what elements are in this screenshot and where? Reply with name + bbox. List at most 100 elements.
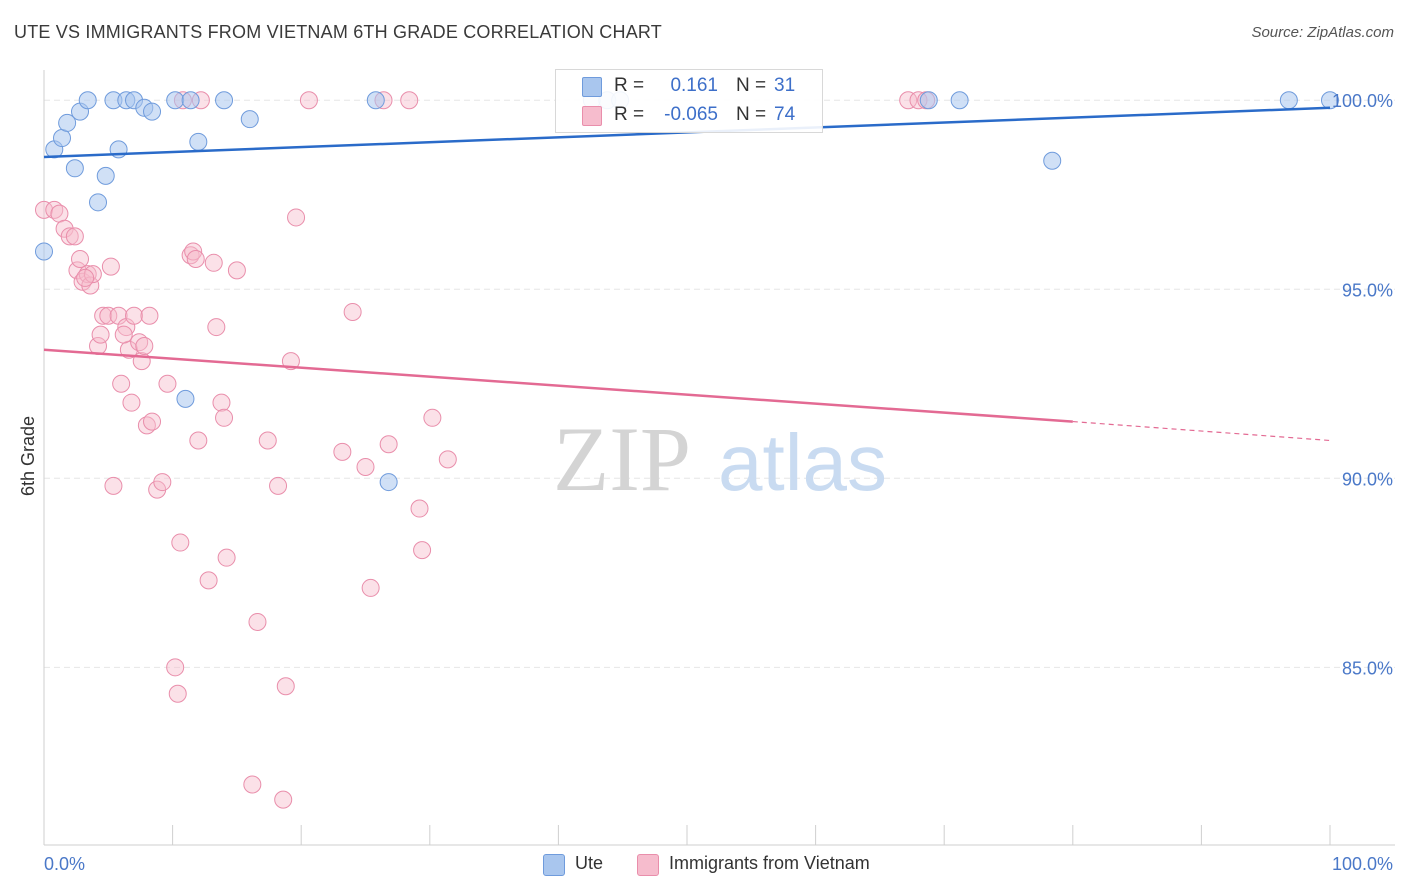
vietnam-trend-extension: [1072, 420, 1331, 442]
vietnam-point: [104, 476, 123, 495]
vietnam-point: [299, 91, 318, 110]
chart-title: UTE VS IMMIGRANTS FROM VIETNAM 6TH GRADE…: [14, 22, 662, 42]
vietnam-point: [168, 684, 187, 703]
series-vietnam-points: [35, 91, 936, 809]
vietnam-point: [400, 91, 419, 110]
vietnam-point: [207, 318, 226, 337]
ute-point: [143, 102, 162, 121]
vietnam-point: [413, 541, 432, 560]
vietnam-point: [361, 578, 380, 597]
y-tick-label: 90.0%: [1342, 469, 1393, 489]
vietnam-point: [276, 677, 295, 696]
vietnam-point: [65, 227, 84, 246]
legend-row-vietnam: R = -0.065 N = 74: [556, 101, 822, 131]
vietnam-point: [204, 253, 223, 272]
watermark-zip: ZIP: [553, 408, 691, 510]
vietnam-point: [94, 306, 113, 325]
vietnam-point: [35, 200, 53, 219]
chart-source: Source: ZipAtlas.com: [1251, 24, 1394, 41]
r-label: R =: [614, 75, 645, 96]
ute-point: [1043, 151, 1062, 170]
n-label: N =: [736, 75, 767, 96]
ute-point: [189, 132, 208, 151]
vietnam-point: [217, 548, 236, 567]
vietnam-point: [101, 257, 120, 276]
r-label: R =: [614, 104, 645, 125]
vietnam-point: [71, 250, 90, 269]
vietnam-point: [184, 242, 203, 261]
ute-point: [379, 473, 398, 492]
vietnam-point: [91, 325, 110, 344]
legend-label-ute: Ute: [575, 853, 604, 873]
ute-point: [89, 193, 108, 212]
vietnam-point: [899, 91, 918, 110]
vietnam-point: [158, 374, 177, 393]
vietnam-point: [135, 336, 154, 355]
x-tick-label: 100.0%: [1332, 854, 1393, 874]
y-tick-label: 100.0%: [1332, 91, 1393, 111]
vietnam-point: [258, 431, 277, 450]
y-tick-labels: 100.0% 95.0% 90.0% 85.0%: [1332, 91, 1393, 678]
n-value: 74: [774, 104, 796, 125]
ute-point: [919, 91, 938, 110]
ute-swatch: [543, 854, 565, 876]
vietnam-point: [186, 250, 205, 269]
ute-point: [35, 242, 53, 261]
vietnam-swatch: [582, 106, 602, 126]
vietnam-point: [171, 533, 190, 552]
vietnam-trend-line: [43, 348, 1073, 423]
vietnam-point: [281, 352, 300, 371]
y-axis-label: 6th Grade: [18, 416, 38, 496]
r-value: -0.065: [664, 104, 718, 125]
vietnam-point: [199, 571, 218, 590]
vietnam-point: [274, 790, 293, 809]
vietnam-point: [215, 408, 234, 427]
vietnam-point: [99, 306, 118, 325]
vietnam-point: [423, 408, 442, 427]
y-tick-label: 95.0%: [1342, 280, 1393, 300]
grid-lines: [44, 99, 1395, 668]
vietnam-point: [122, 393, 141, 412]
axes: [43, 70, 1395, 846]
vietnam-point: [166, 658, 185, 677]
vietnam-swatch: [637, 854, 659, 876]
ute-point: [96, 166, 115, 185]
x-tick-labels: 0.0% 100.0%: [44, 854, 1393, 874]
vietnam-point: [143, 412, 162, 431]
vietnam-point: [343, 302, 362, 321]
vietnam-point: [125, 306, 144, 325]
ute-point: [215, 91, 234, 110]
vietnam-point: [114, 325, 133, 344]
ute-point: [166, 91, 185, 110]
vietnam-point: [68, 261, 87, 280]
legend-label-vietnam: Immigrants from Vietnam: [669, 853, 870, 873]
vietnam-point: [379, 435, 398, 454]
vietnam-point: [248, 612, 267, 631]
vietnam-point: [243, 775, 262, 794]
series-legend: Ute Immigrants from Vietnam: [0, 850, 1406, 880]
r-value: 0.161: [670, 75, 718, 96]
vietnam-point: [410, 499, 429, 518]
ute-point: [58, 113, 77, 132]
ute-point: [1279, 91, 1298, 110]
ute-point: [78, 91, 97, 110]
vietnam-point: [153, 473, 172, 492]
y-tick-label: 85.0%: [1342, 658, 1393, 678]
vietnam-point: [356, 457, 375, 476]
ute-point: [176, 389, 195, 408]
watermark: ZIP atlas: [553, 408, 887, 510]
x-tick-label: 0.0%: [44, 854, 85, 874]
ute-point: [950, 91, 969, 110]
vietnam-point: [50, 204, 69, 223]
ute-point: [65, 159, 84, 178]
vietnam-point: [189, 431, 208, 450]
vietnam-point: [333, 442, 352, 461]
n-value: 31: [774, 75, 796, 96]
ute-point: [240, 110, 259, 129]
legend-row-ute: R = 0.161 N = 31: [556, 72, 822, 102]
ute-point: [366, 91, 385, 110]
vietnam-point: [60, 227, 79, 246]
vietnam-point: [112, 374, 131, 393]
vietnam-point: [269, 476, 288, 495]
